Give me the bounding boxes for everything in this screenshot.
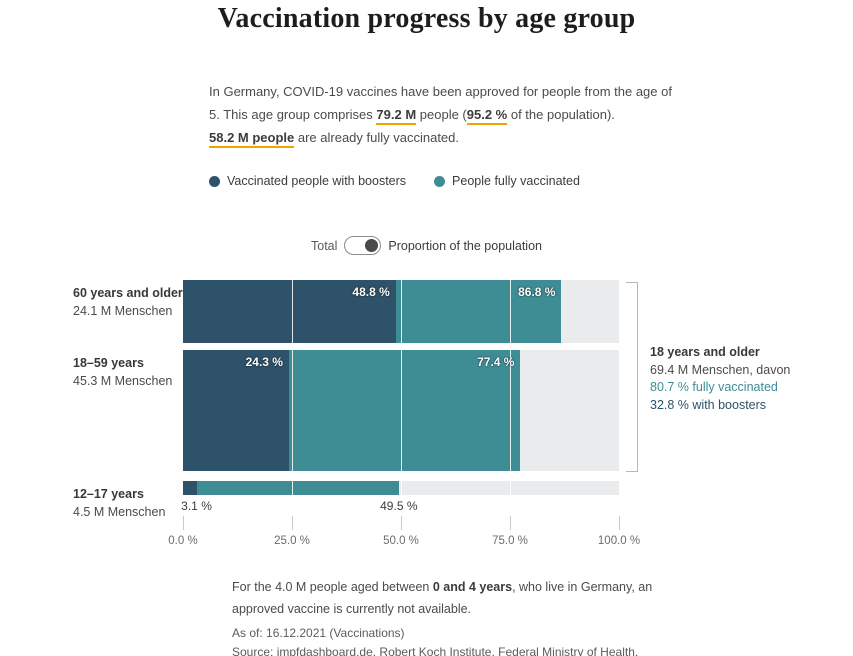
legend-item-fully: People fully vaccinated — [434, 174, 580, 188]
bar-value-fully: 77.4 % — [477, 355, 515, 369]
adults-bracket — [626, 282, 638, 472]
axis-tick — [292, 516, 293, 530]
annotation-population: 69.4 M Menschen, davon — [650, 362, 791, 377]
legend-item-boosters: Vaccinated people with boosters — [209, 174, 406, 188]
toggle-knob — [365, 239, 379, 252]
row-label-age: 60 years and older — [73, 286, 183, 300]
intro-line-3: 58.2 M people are already fully vaccinat… — [209, 126, 679, 149]
page-title: Vaccination progress by age group — [217, 3, 636, 34]
row-label-population: 4.5 M Menschen — [73, 505, 166, 519]
as-of-date: As of: 16.12.2021 (Vaccinations) — [232, 626, 405, 640]
gridline — [401, 280, 402, 343]
footnote-text: For the 4.0 M people aged between 0 and … — [232, 580, 653, 616]
legend-label-boosters: Vaccinated people with boosters — [227, 174, 407, 188]
source-line: Source: impfdashboard.de, Robert Koch In… — [232, 645, 639, 656]
axis-tick-label: 25.0 % — [274, 535, 310, 547]
gridline — [401, 481, 402, 495]
gridline — [292, 280, 293, 343]
display-mode-toggle-row: Total Proportion of the population — [0, 236, 853, 255]
bar-value-fully: 86.8 % — [518, 285, 556, 299]
gridline — [401, 350, 402, 471]
bar-track — [183, 481, 619, 495]
row-label: 12–17 years 4.5 M Menschen — [73, 485, 165, 521]
gridline — [510, 350, 511, 471]
total-proportion-toggle[interactable] — [344, 236, 382, 255]
intro-line-2: 5. This age group comprises 79.2 M peopl… — [209, 103, 679, 126]
highlight-people-total: 79.2 M — [376, 107, 417, 125]
axis-tick — [619, 516, 620, 530]
boosters-dot-icon — [209, 175, 220, 187]
adults-annotation: 18 years and older 69.4 M Menschen, davo… — [650, 344, 790, 414]
axis-tick — [510, 516, 511, 530]
axis-tick — [183, 516, 184, 530]
gridline — [292, 481, 293, 495]
axis-tick-label: 0.0 % — [168, 535, 198, 547]
highlight-fully-vaccinated: 58.2 M people — [209, 130, 295, 148]
row-label: 18–59 years 45.3 M Menschen — [73, 354, 172, 390]
bar-value-boosters: 24.3 % — [245, 355, 283, 369]
legend-label-fully: People fully vaccinated — [452, 174, 580, 188]
bar-value-boosters: 48.8 % — [352, 285, 390, 299]
segment-boosters — [183, 350, 289, 471]
axis-tick-label: 75.0 % — [492, 535, 528, 547]
intro-text: In Germany, COVID-19 vaccines have been … — [209, 80, 679, 149]
source-block: As of: 16.12.2021 (Vaccinations) Source:… — [232, 624, 638, 656]
row-label-population: 45.3 M Menschen — [73, 374, 173, 388]
segment-boosters — [183, 280, 396, 343]
axis-tick-label: 100.0 % — [597, 535, 641, 547]
intro-line-1: In Germany, COVID-19 vaccines have been … — [209, 84, 672, 99]
row-label-population: 24.1 M Menschen — [73, 304, 173, 318]
axis-tick — [401, 516, 402, 530]
row-label-age: 12–17 years — [73, 487, 144, 501]
axis-tick-label: 50.0 % — [383, 535, 419, 547]
segment-boosters — [183, 481, 197, 495]
toggle-label-total[interactable]: Total — [311, 238, 338, 253]
footnote-age-range: 0 and 4 years — [432, 580, 513, 594]
toggle-label-proportion[interactable]: Proportion of the population — [388, 238, 542, 253]
fully-vaccinated-dot-icon — [434, 175, 446, 187]
bar-track: 48.8 % 86.8 % — [183, 280, 619, 343]
legend: Vaccinated people with boosters People f… — [209, 174, 580, 188]
bar-value-fully: 49.5 % — [380, 499, 418, 513]
gridline — [292, 350, 293, 471]
row-label: 60 years and older 24.1 M Menschen — [73, 284, 183, 320]
bar-track: 24.3 % 77.4 % — [183, 350, 619, 471]
bar-value-boosters: 3.1 % — [181, 499, 212, 513]
annotation-boosters: 32.8 % with boosters — [650, 397, 767, 412]
gridline — [510, 481, 511, 495]
annotation-fully-vaccinated: 80.7 % fully vaccinated — [650, 380, 778, 394]
segment-fully-vaccinated — [183, 481, 399, 495]
gridline — [510, 280, 511, 343]
highlight-population-share: 95.2 % — [466, 107, 508, 125]
annotation-title: 18 years and older — [650, 345, 760, 359]
row-label-age: 18–59 years — [73, 356, 144, 370]
